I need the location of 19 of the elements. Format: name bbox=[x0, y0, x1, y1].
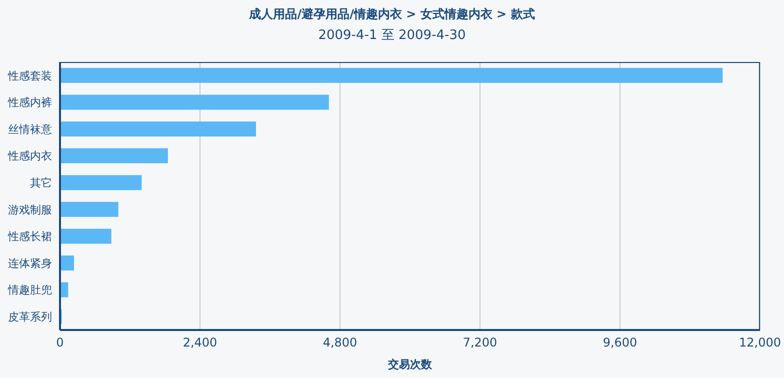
y-tick-label: 游戏制服 bbox=[8, 203, 52, 216]
y-tick-label: 情趣肚兜 bbox=[7, 284, 52, 297]
y-tick-label: 性感套装 bbox=[7, 69, 52, 82]
y-tick-label: 性感内衣 bbox=[7, 150, 52, 163]
chart-subtitle: 2009-4-1 至 2009-4-30 bbox=[317, 27, 467, 44]
y-tick-label: 连体紧身 bbox=[8, 256, 52, 270]
x-tick-label: 4,800 bbox=[322, 336, 358, 350]
x-tick-label: 9,600 bbox=[602, 336, 638, 350]
y-tick-label: 其它 bbox=[30, 176, 52, 190]
x-axis-title: 交易次数 bbox=[387, 358, 433, 371]
x-tick-label: 7,200 bbox=[462, 336, 498, 350]
y-tick-label: 性感内裤 bbox=[7, 96, 52, 110]
x-tick-label: 2,400 bbox=[182, 336, 218, 350]
x-tick-label: 0 bbox=[56, 336, 64, 350]
chart-title: 成人用品/避孕用品/情趣内衣 > 女式情趣内衣 > 款式 bbox=[248, 6, 536, 23]
y-tick-label: 丝情袜意 bbox=[8, 122, 52, 136]
x-tick-label: 12,000 bbox=[739, 336, 781, 350]
y-tick-label: 性感长裙 bbox=[7, 230, 52, 244]
y-tick-label: 皮革系列 bbox=[8, 310, 52, 324]
